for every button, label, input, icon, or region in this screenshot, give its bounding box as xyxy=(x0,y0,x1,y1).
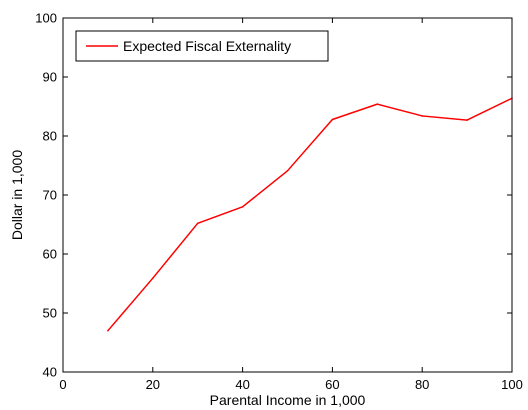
y-tick-label: 40 xyxy=(43,365,57,380)
y-tick-label: 60 xyxy=(43,247,57,262)
x-tick-label: 20 xyxy=(146,377,160,392)
x-tick-label: 60 xyxy=(325,377,339,392)
x-tick-label: 100 xyxy=(501,377,523,392)
legend-label-expected-fiscal-externality: Expected Fiscal Externality xyxy=(123,38,291,54)
x-axis-title: Parental Income in 1,000 xyxy=(210,392,366,408)
data-point xyxy=(286,170,289,172)
data-point xyxy=(196,222,199,225)
data-point xyxy=(331,118,334,121)
x-tick-label: 0 xyxy=(59,377,66,392)
y-tick-label: 90 xyxy=(43,70,57,85)
legend: Expected Fiscal Externality xyxy=(75,30,329,62)
y-axis-title: Dollar in 1,000 xyxy=(9,150,25,240)
y-tick-label: 50 xyxy=(43,306,57,321)
data-point xyxy=(421,115,424,117)
data-point xyxy=(376,103,379,105)
data-point xyxy=(241,206,244,208)
y-tick-label: 100 xyxy=(35,11,57,26)
series-line-expected-fiscal-externality xyxy=(107,97,513,332)
x-tick-label: 40 xyxy=(235,377,249,392)
plot-area xyxy=(63,18,512,372)
y-tick-label: 70 xyxy=(43,188,57,203)
plot-frame xyxy=(62,17,513,373)
tick-labels: 0 20 40 60 80 100 40 50 60 70 80 90 100 xyxy=(35,11,523,393)
data-point xyxy=(152,277,154,279)
series-layer xyxy=(107,97,513,332)
data-point xyxy=(466,119,468,121)
y-tick-label: 80 xyxy=(43,129,57,144)
x-tick-label: 80 xyxy=(415,377,429,392)
data-point xyxy=(107,329,109,332)
